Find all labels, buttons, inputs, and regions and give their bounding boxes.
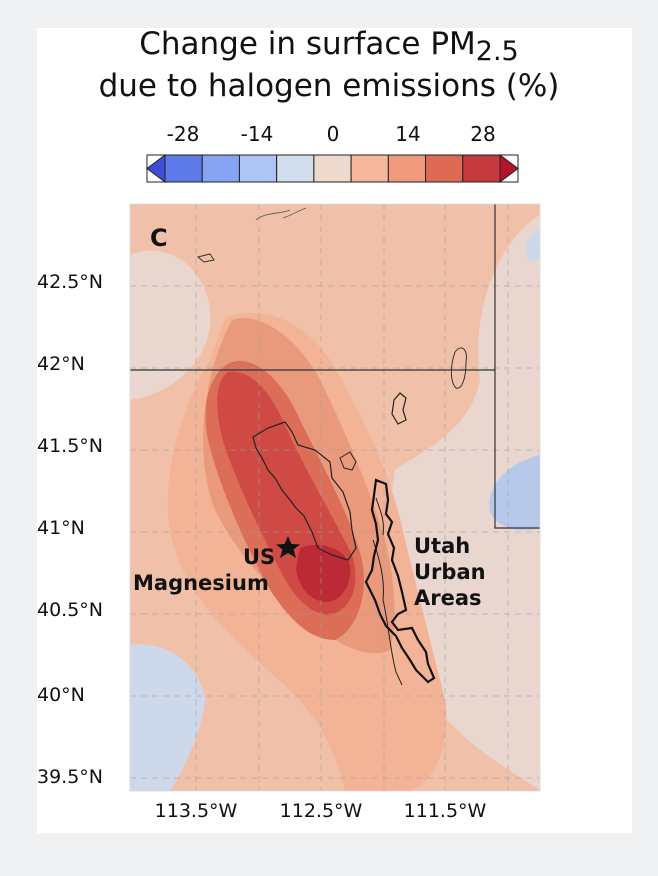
- colorbar-cell: [201, 154, 240, 183]
- colorbar-cell: [164, 154, 203, 183]
- lon-tick-label: 111.5°W: [403, 800, 487, 822]
- lat-tick-label: 42.5°N: [37, 271, 104, 293]
- colorbar-cell: [313, 154, 352, 183]
- colorbar-cells: [146, 154, 519, 183]
- colorbar-extend-high: [499, 154, 519, 183]
- colorbar-cell: [462, 154, 501, 183]
- lat-tick-label: 41.5°N: [37, 435, 104, 457]
- small-lake-outline: [391, 392, 407, 425]
- colorbar-cell: [425, 154, 464, 183]
- lon-tick-label: 113.5°W: [154, 800, 238, 822]
- reservoir-outline: [196, 253, 215, 263]
- lat-tick-label: 40.5°N: [37, 599, 104, 621]
- colorbar-tick-label: 0: [326, 122, 340, 146]
- panel-label: C: [150, 224, 168, 252]
- lat-tick-label: 41°N: [37, 517, 85, 539]
- bear-lake-outline: [450, 347, 467, 389]
- blue-region-northeast: [525, 228, 540, 262]
- lat-tick-label: 42°N: [37, 353, 85, 375]
- darkest-core: [296, 544, 351, 603]
- lat-tick-label: 40°N: [37, 684, 85, 706]
- us-magnesium-star-icon: [276, 536, 300, 558]
- lat-tick-label: 39.5°N: [37, 766, 104, 788]
- colorbar-cell: [238, 154, 278, 183]
- colorbar-tick-label: 28: [470, 122, 496, 146]
- blue-region-southwest: [130, 644, 205, 791]
- us-magnesium-label-line1: US: [243, 545, 276, 569]
- utah-urban-label-line2: Urban: [414, 560, 486, 584]
- neutral-region-west: [130, 250, 211, 400]
- utah-urban-label-line1: Utah: [414, 534, 471, 558]
- colorbar-tick-label: -14: [240, 122, 274, 146]
- colorbar: [146, 154, 519, 183]
- gridlines: [130, 204, 540, 791]
- map-fill-layers: [130, 204, 540, 791]
- utah-urban-label-line3: Areas: [414, 586, 482, 610]
- blue-region-east: [489, 455, 540, 531]
- figure-title-line1: Change in surface PM2.5: [139, 26, 519, 67]
- great-salt-lake-outline: [252, 421, 357, 561]
- us-magnesium-label-line2: Magnesium: [133, 571, 269, 595]
- lon-tick-label: 112.5°W: [279, 800, 363, 822]
- lake-outline: [339, 451, 357, 471]
- river-outline: [255, 207, 307, 221]
- utah-lake-outline: [372, 497, 403, 686]
- state-borders: [130, 204, 540, 529]
- utah-urban-areas-outline: [364, 478, 436, 684]
- colorbar-tick-label: -28: [166, 122, 200, 146]
- figure-title-line2: due to halogen emissions (%): [98, 68, 560, 104]
- colorbar-tick-label: 14: [395, 122, 421, 146]
